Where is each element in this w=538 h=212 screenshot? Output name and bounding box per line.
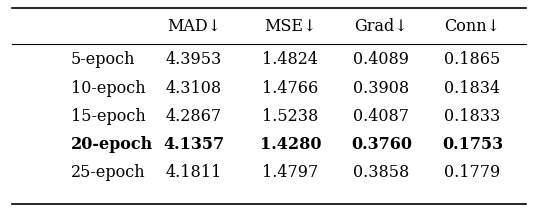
Text: 0.1753: 0.1753 (442, 136, 503, 153)
Text: 4.1357: 4.1357 (164, 136, 225, 153)
Text: 4.1811: 4.1811 (166, 165, 222, 181)
Text: 25-epoch: 25-epoch (71, 165, 146, 181)
Text: Conn↓: Conn↓ (444, 18, 500, 35)
Text: 1.4824: 1.4824 (263, 52, 318, 68)
Text: 4.3108: 4.3108 (166, 80, 222, 97)
Text: 0.4089: 0.4089 (353, 52, 409, 68)
Text: 1.4797: 1.4797 (263, 165, 318, 181)
Text: 20-epoch: 20-epoch (71, 136, 153, 153)
Text: 15-epoch: 15-epoch (71, 108, 146, 125)
Text: 0.3760: 0.3760 (351, 136, 412, 153)
Text: 0.1833: 0.1833 (444, 108, 500, 125)
Text: 0.1779: 0.1779 (444, 165, 500, 181)
Text: 0.1865: 0.1865 (444, 52, 500, 68)
Text: Grad↓: Grad↓ (355, 18, 408, 35)
Text: MSE↓: MSE↓ (264, 18, 316, 35)
Text: 1.4280: 1.4280 (260, 136, 321, 153)
Text: 4.2867: 4.2867 (166, 108, 222, 125)
Text: 1.4766: 1.4766 (263, 80, 318, 97)
Text: 1.5238: 1.5238 (263, 108, 318, 125)
Text: 5-epoch: 5-epoch (71, 52, 136, 68)
Text: 0.4087: 0.4087 (353, 108, 409, 125)
Text: MAD↓: MAD↓ (167, 18, 221, 35)
Text: 0.3908: 0.3908 (353, 80, 409, 97)
Text: 0.1834: 0.1834 (444, 80, 500, 97)
Text: 4.3953: 4.3953 (166, 52, 222, 68)
Text: 10-epoch: 10-epoch (71, 80, 146, 97)
Text: 0.3858: 0.3858 (353, 165, 409, 181)
